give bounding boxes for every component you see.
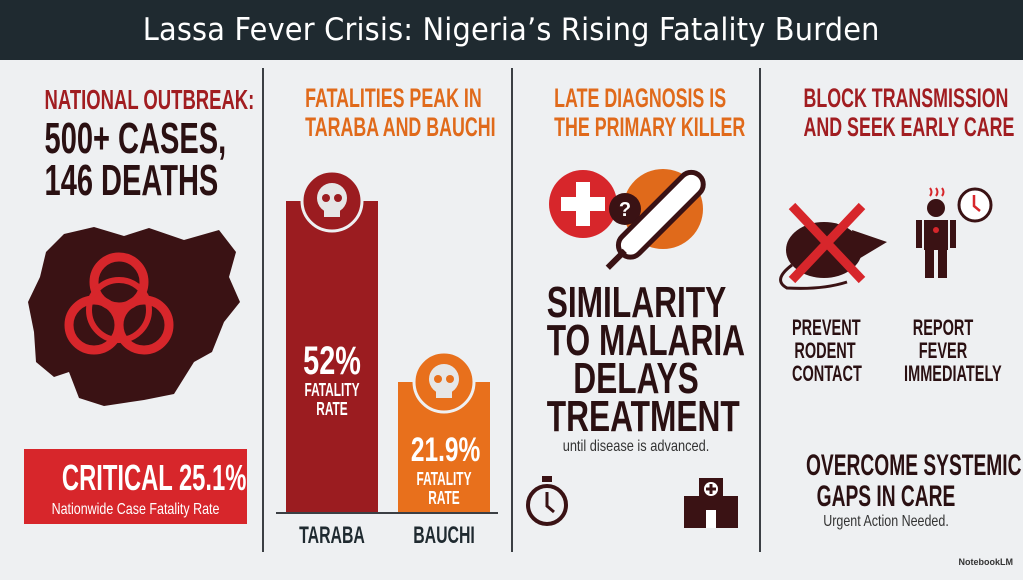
svg-text:?: ? — [619, 199, 631, 221]
col4-header: BLOCK TRANSMISSION AND SEEK EARLY CARE — [761, 83, 1015, 142]
bar-caption: FATALITY — [304, 380, 360, 400]
bar-value-label: 21.9% — [410, 430, 481, 469]
action-text: PREVENT — [792, 315, 861, 340]
bar-caption: FATALITY — [416, 468, 472, 489]
category-label: TARABA — [299, 522, 365, 549]
skull-icon — [300, 169, 364, 233]
nigeria-map-icon — [28, 227, 240, 406]
action-text: REPORT — [912, 315, 974, 340]
thermometer-icon — [605, 169, 706, 270]
cases-stat: 500+ CASES, — [44, 114, 227, 163]
big-text-line: TO MALARIA — [546, 316, 746, 365]
report-fever-immediately: REPORT FEVER IMMEDIATELY — [884, 316, 1002, 385]
chart-baseline — [276, 512, 498, 514]
question-icon — [609, 193, 641, 225]
col3-header: LATE DIAGNOSIS IS THE PRIMARY KILLER — [512, 84, 760, 142]
gaps-heading: OVERCOME SYSTEMIC — [806, 449, 1022, 482]
prevent-rodent-contact: PREVENT RODENT CONTACT — [775, 316, 875, 385]
bar-bauchi: 21.9% FATALITY RATE — [398, 350, 490, 513]
col2-heading-line: FATALITIES PEAK IN — [305, 83, 482, 113]
malaria-message: SIMILARITY TO MALARIA DELAYS TREATMENT u… — [512, 278, 760, 456]
col4-heading-line: BLOCK TRANSMISSION — [803, 83, 1009, 113]
malaria-subtext: until disease is advanced. — [562, 438, 710, 455]
person-fever-icon — [916, 187, 993, 278]
systemic-gaps: OVERCOME SYSTEMIC GAPS IN CARE Urgent Ac… — [761, 449, 1022, 531]
big-text-line: DELAYS — [573, 354, 699, 403]
action-text: IMMEDIATELY — [904, 361, 1002, 386]
skull-icon — [412, 350, 476, 414]
rodent-crossed-icon — [779, 202, 887, 290]
deaths-stat: 146 DEATHS — [44, 156, 219, 205]
action-text: FEVER — [918, 338, 968, 363]
col4-heading-line: AND SEEK EARLY CARE — [803, 112, 1015, 142]
divider — [759, 68, 761, 552]
watermark: NotebookLM — [959, 557, 1014, 567]
divider — [262, 68, 264, 552]
bar-taraba: 52% FATALITY RATE — [286, 169, 378, 513]
col3-heading-line: LATE DIAGNOSIS IS — [554, 83, 727, 113]
bar-caption: RATE — [428, 487, 460, 508]
bar-caption: RATE — [316, 399, 348, 419]
page-title: Lassa Fever Crisis: Nigeria’s Rising Fat… — [143, 12, 880, 48]
watermark-text: NotebookLM — [958, 557, 1014, 567]
critical-rate: CRITICAL 25.1% — [61, 457, 247, 498]
gaps-heading: GAPS IN CARE — [816, 480, 956, 513]
col1-heading: NATIONAL OUTBREAK: — [44, 84, 255, 115]
category-label: BAUCHI — [413, 522, 475, 549]
critical-rate-caption: Nationwide Case Fatality Rate — [51, 501, 220, 518]
big-text-line: SIMILARITY — [546, 278, 727, 327]
col2-header: FATALITIES PEAK IN TARABA AND BAUCHI — [263, 84, 511, 142]
misdiagnosis-icon: ? — [549, 169, 706, 270]
col1-header: NATIONAL OUTBREAK: 500+ CASES, 146 DEATH… — [0, 84, 262, 205]
col3-heading-line: THE PRIMARY KILLER — [554, 112, 746, 142]
bar-value-label: 52% — [303, 339, 361, 383]
title-bar: Lassa Fever Crisis: Nigeria’s Rising Fat… — [0, 0, 1023, 60]
divider — [511, 68, 513, 552]
hospital-icon — [684, 478, 738, 528]
critical-rate-banner: CRITICAL 25.1% Nationwide Case Fatality … — [24, 449, 247, 524]
stopwatch-icon — [526, 476, 568, 526]
gaps-subtext: Urgent Action Needed. — [823, 513, 949, 530]
action-text: CONTACT — [792, 361, 862, 386]
col2-heading-line: TARABA AND BAUCHI — [305, 112, 496, 142]
action-text: RODENT — [794, 338, 856, 363]
fatality-bar-chart: 52% FATALITY RATE TARABA 21.9% FATALITY RATE BA… — [263, 60, 511, 580]
big-text-line: TREATMENT — [546, 392, 740, 441]
